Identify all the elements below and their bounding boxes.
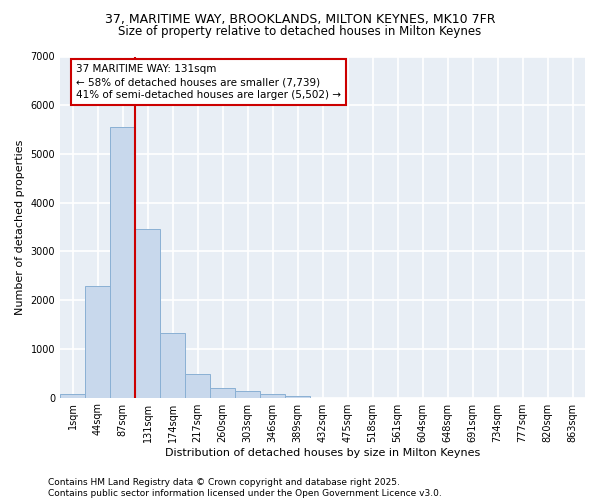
Text: Contains HM Land Registry data © Crown copyright and database right 2025.
Contai: Contains HM Land Registry data © Crown c… xyxy=(48,478,442,498)
Bar xyxy=(185,374,210,398)
Bar xyxy=(135,230,160,398)
Text: 37 MARITIME WAY: 131sqm
← 58% of detached houses are smaller (7,739)
41% of semi: 37 MARITIME WAY: 131sqm ← 58% of detache… xyxy=(76,64,341,100)
Bar xyxy=(110,127,135,398)
Bar xyxy=(160,333,185,398)
Bar xyxy=(235,391,260,398)
Bar xyxy=(260,394,285,398)
Bar xyxy=(210,388,235,398)
Y-axis label: Number of detached properties: Number of detached properties xyxy=(15,140,25,314)
Bar xyxy=(60,394,85,398)
Bar xyxy=(85,286,110,398)
Text: 37, MARITIME WAY, BROOKLANDS, MILTON KEYNES, MK10 7FR: 37, MARITIME WAY, BROOKLANDS, MILTON KEY… xyxy=(105,12,495,26)
Bar xyxy=(285,396,310,398)
Text: Size of property relative to detached houses in Milton Keynes: Size of property relative to detached ho… xyxy=(118,25,482,38)
X-axis label: Distribution of detached houses by size in Milton Keynes: Distribution of detached houses by size … xyxy=(165,448,480,458)
